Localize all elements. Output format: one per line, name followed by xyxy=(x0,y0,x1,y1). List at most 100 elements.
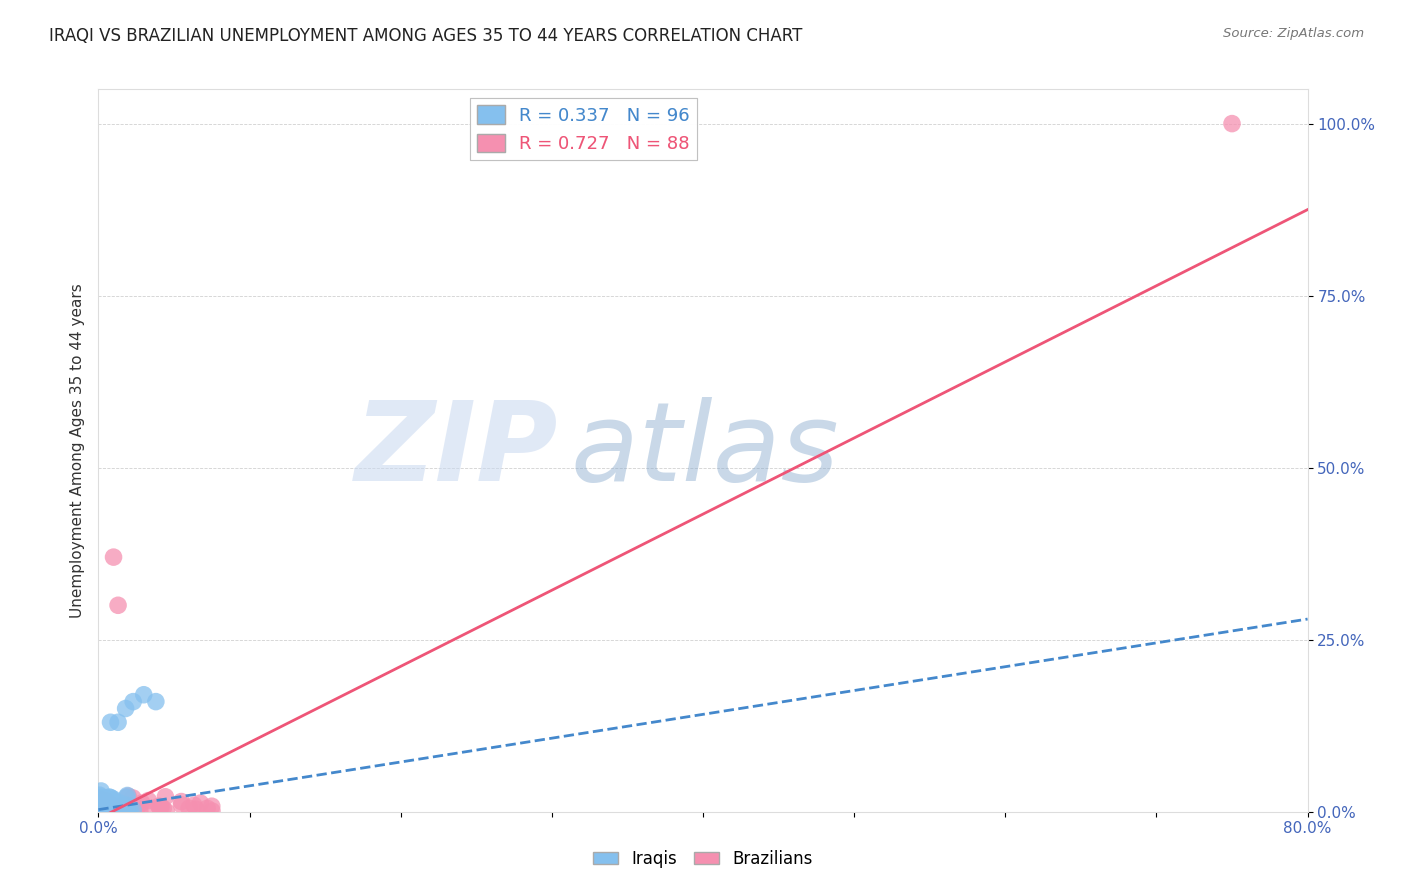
Brazilians xyxy=(89,800,111,814)
Brazilians xyxy=(149,801,172,815)
Iraqis xyxy=(115,798,138,813)
Y-axis label: Unemployment Among Ages 35 to 44 years: Unemployment Among Ages 35 to 44 years xyxy=(69,283,84,618)
Brazilians xyxy=(138,794,160,808)
Iraqis xyxy=(105,805,128,819)
Iraqis xyxy=(89,789,111,803)
Iraqis xyxy=(93,795,115,809)
Brazilians xyxy=(93,805,115,819)
Brazilians xyxy=(87,803,110,817)
Iraqis xyxy=(103,792,125,806)
Iraqis xyxy=(132,688,155,702)
Iraqis xyxy=(122,803,145,817)
Iraqis xyxy=(93,800,115,814)
Brazilians xyxy=(103,805,125,819)
Iraqis xyxy=(94,795,117,809)
Iraqis xyxy=(91,790,114,805)
Brazilians xyxy=(94,801,117,815)
Brazilians xyxy=(201,799,224,814)
Iraqis xyxy=(90,802,112,816)
Iraqis xyxy=(94,805,117,819)
Brazilians xyxy=(201,804,224,818)
Brazilians xyxy=(94,797,117,811)
Iraqis xyxy=(110,800,132,814)
Brazilians xyxy=(100,804,122,818)
Iraqis xyxy=(107,796,129,810)
Brazilians xyxy=(89,800,111,814)
Iraqis xyxy=(94,799,117,814)
Iraqis xyxy=(89,797,111,812)
Brazilians xyxy=(155,789,177,804)
Brazilians xyxy=(170,797,193,812)
Brazilians xyxy=(190,796,212,810)
Legend: R = 0.337   N = 96, R = 0.727   N = 88: R = 0.337 N = 96, R = 0.727 N = 88 xyxy=(470,98,697,161)
Brazilians xyxy=(98,802,121,816)
Iraqis xyxy=(101,797,124,811)
Brazilians xyxy=(107,599,129,613)
Iraqis xyxy=(89,790,111,805)
Iraqis xyxy=(97,798,120,813)
Iraqis xyxy=(97,803,120,817)
Iraqis xyxy=(93,796,115,810)
Brazilians xyxy=(104,802,127,816)
Iraqis xyxy=(96,802,118,816)
Brazilians xyxy=(89,797,111,812)
Brazilians xyxy=(100,798,122,813)
Iraqis xyxy=(101,799,124,814)
Iraqis xyxy=(90,791,112,805)
Iraqis xyxy=(87,797,110,812)
Brazilians xyxy=(100,799,122,814)
Brazilians xyxy=(179,801,201,815)
Brazilians xyxy=(91,796,114,810)
Iraqis xyxy=(97,799,120,814)
Brazilians xyxy=(101,799,124,814)
Iraqis xyxy=(101,805,124,819)
Brazilians xyxy=(94,805,117,819)
Iraqis xyxy=(115,801,138,815)
Brazilians xyxy=(101,805,124,819)
Brazilians xyxy=(170,795,193,809)
Brazilians xyxy=(100,797,122,812)
Iraqis xyxy=(98,790,121,805)
Iraqis xyxy=(94,790,117,805)
Iraqis xyxy=(101,801,124,815)
Iraqis xyxy=(89,799,111,814)
Brazilians xyxy=(131,796,153,810)
Brazilians xyxy=(110,800,132,814)
Iraqis xyxy=(98,797,121,811)
Brazilians xyxy=(155,805,177,819)
Iraqis xyxy=(145,695,167,709)
Brazilians xyxy=(150,800,173,814)
Brazilians xyxy=(183,798,205,813)
Text: IRAQI VS BRAZILIAN UNEMPLOYMENT AMONG AGES 35 TO 44 YEARS CORRELATION CHART: IRAQI VS BRAZILIAN UNEMPLOYMENT AMONG AG… xyxy=(49,27,803,45)
Brazilians xyxy=(93,797,115,811)
Iraqis xyxy=(100,802,122,816)
Brazilians xyxy=(91,805,114,819)
Brazilians xyxy=(141,801,163,815)
Text: Source: ZipAtlas.com: Source: ZipAtlas.com xyxy=(1223,27,1364,40)
Brazilians xyxy=(96,794,118,808)
Iraqis xyxy=(90,784,112,798)
Brazilians xyxy=(122,791,145,805)
Iraqis xyxy=(91,805,114,819)
Iraqis xyxy=(114,701,136,715)
Brazilians xyxy=(89,802,111,816)
Iraqis xyxy=(94,800,117,814)
Brazilians xyxy=(118,798,141,813)
Iraqis xyxy=(100,715,122,730)
Iraqis xyxy=(117,789,139,803)
Iraqis xyxy=(94,802,117,816)
Iraqis xyxy=(100,790,122,805)
Brazilians xyxy=(91,798,114,813)
Brazilians xyxy=(97,803,120,817)
Brazilians xyxy=(91,802,114,816)
Iraqis xyxy=(91,803,114,817)
Text: ZIP: ZIP xyxy=(354,397,558,504)
Brazilians xyxy=(152,801,174,815)
Iraqis xyxy=(97,802,120,816)
Iraqis xyxy=(100,797,122,811)
Brazilians xyxy=(91,803,114,817)
Brazilians xyxy=(1220,117,1243,131)
Brazilians xyxy=(97,801,120,815)
Iraqis xyxy=(90,803,112,817)
Iraqis xyxy=(122,695,145,709)
